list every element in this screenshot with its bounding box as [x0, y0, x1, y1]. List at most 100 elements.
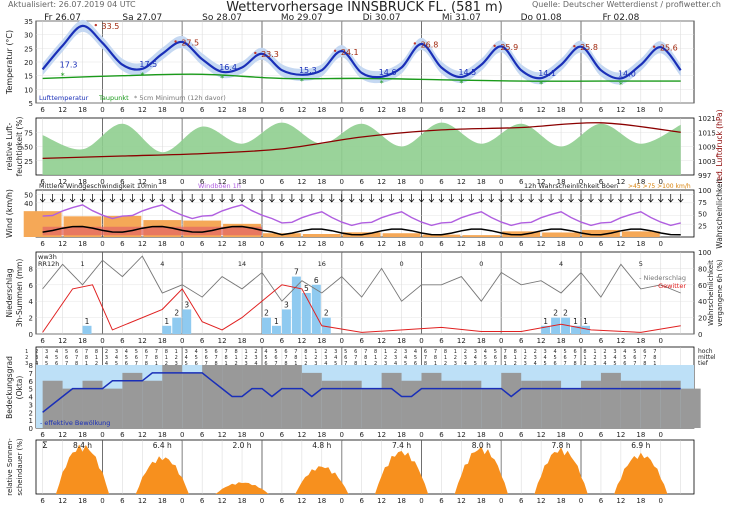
cloud-digit: 4: [544, 355, 547, 361]
cloud-digit: 8: [145, 361, 148, 367]
precip-bar: [301, 293, 311, 334]
wind-prob-tick: 100: [698, 187, 711, 195]
hour-tick-label: 18: [238, 431, 247, 439]
cloud-digit: 3: [45, 349, 48, 355]
cloud-digit: 5: [264, 355, 267, 361]
wind-direction-arrow: [79, 194, 86, 203]
wind-direction-arrow: [49, 194, 56, 203]
precip-bar: [551, 317, 561, 334]
hour-tick-label: 0: [499, 240, 503, 248]
hour-tick-label: 18: [238, 337, 247, 345]
temp-uncertainty-band: [42, 19, 681, 85]
precip-bar-label: 1: [573, 317, 578, 326]
hour-tick-label: 0: [659, 240, 663, 248]
hour-tick-label: 18: [557, 106, 566, 114]
hour-tick-label: 6: [40, 337, 45, 345]
hour-tick-label: 6: [439, 178, 444, 186]
cloud-digit: 8: [294, 355, 297, 361]
hour-tick-label: 18: [78, 178, 87, 186]
cloud-cover-block: [361, 388, 382, 428]
cloud-digit: 6: [284, 349, 287, 355]
hour-tick-label: 18: [78, 240, 87, 248]
hour-tick-label: 6: [599, 106, 604, 114]
hour-tick-label: 12: [616, 431, 625, 439]
gust-prob-bar: [542, 232, 581, 237]
hour-tick-label: 0: [419, 431, 423, 439]
cloud-digit: 2: [524, 355, 527, 361]
cloud-digit: 6: [125, 361, 128, 367]
temp-max-marker: [174, 40, 177, 43]
cloud-digit: 5: [205, 349, 208, 355]
sunshine-area: [295, 466, 349, 494]
temp-tick: 5: [29, 100, 33, 108]
cloud-digit: 5: [195, 355, 198, 361]
page-title: Wettervorhersage INNSBRUCK FL. (581 m): [226, 0, 503, 15]
cloud-digit: 1: [374, 355, 377, 361]
hour-tick-label: 6: [120, 337, 125, 345]
hour-tick-label: 6: [120, 178, 125, 186]
cloud-digit: 5: [125, 355, 128, 361]
cloud-digit: 8: [434, 355, 437, 361]
precip-bar: [571, 325, 581, 334]
cloud-cover-block: [321, 380, 342, 428]
wind-tick: 50: [24, 191, 33, 199]
cloud-digit: 8: [304, 349, 307, 355]
cloud-digit: 5: [344, 349, 347, 355]
soil-min-marker: *: [140, 71, 144, 80]
cloud-digit: 5: [185, 361, 188, 367]
cloud-digit: 8: [284, 361, 287, 367]
wind-direction-arrow: [259, 194, 265, 203]
cloud-cover-block: [162, 365, 183, 428]
wind-direction-arrow: [179, 194, 185, 203]
hour-tick-label: 0: [340, 178, 344, 186]
cloud-cover-block: [620, 380, 641, 428]
hour-tick-label: 18: [397, 337, 406, 345]
cloud-digit: 1: [653, 361, 656, 367]
hour-tick-label: 18: [397, 178, 406, 186]
hour-tick-label: 12: [218, 497, 227, 505]
hour-tick-label: 0: [180, 497, 184, 505]
cloud-digit: 4: [623, 349, 626, 355]
sunshine-area: [454, 446, 508, 494]
wind-direction-arrow: [348, 194, 355, 203]
wind-direction-arrow: [249, 194, 255, 203]
cloud-digit: 7: [653, 349, 656, 355]
wind-direction-arrow: [39, 194, 46, 203]
cloud-digit: 7: [573, 355, 576, 361]
hour-tick-label: 12: [297, 178, 306, 186]
cloud-digit: 7: [294, 349, 297, 355]
humidity-area: [42, 122, 681, 175]
cloud-cover-block: [481, 388, 502, 428]
wind-prob-tick: 75: [698, 199, 707, 207]
hour-tick-label: 6: [120, 431, 125, 439]
hour-tick-label: 6: [280, 178, 285, 186]
sunshine-total-label: 8.0 h: [472, 441, 491, 450]
hour-tick-label: 18: [397, 240, 406, 248]
cloud-ylabel-2: (Okta): [15, 376, 24, 400]
sunshine-sigma: Σ: [42, 441, 48, 451]
cloud-digit: 3: [314, 361, 317, 367]
hum-tick: 50: [24, 144, 33, 152]
cloud-digit: 8: [424, 361, 427, 367]
precip-bar: [271, 325, 281, 334]
hour-tick-label: 0: [180, 240, 184, 248]
cloud-digit: 1: [175, 349, 178, 355]
cloud-digit: 8: [85, 355, 88, 361]
hour-tick-label: 6: [359, 240, 364, 248]
hour-tick-label: 18: [557, 337, 566, 345]
wind-direction-arrow: [598, 194, 604, 203]
cloud-digit: 3: [474, 349, 477, 355]
hour-tick-label: 18: [636, 337, 645, 345]
hour-tick-label: 18: [158, 106, 167, 114]
hour-tick-label: 18: [397, 431, 406, 439]
cloud-digit: 3: [613, 349, 616, 355]
hour-tick-label: 12: [218, 178, 227, 186]
cloud-digit: 7: [563, 361, 566, 367]
hour-tick-label: 12: [616, 240, 625, 248]
cloud-digit: 1: [364, 361, 367, 367]
cloud-digit: 6: [55, 361, 58, 367]
temp-max-marker: [94, 23, 98, 27]
cloud-digit: 5: [274, 349, 277, 355]
cloud-digit: 6: [264, 361, 267, 367]
temp-tick: 10: [24, 86, 33, 94]
